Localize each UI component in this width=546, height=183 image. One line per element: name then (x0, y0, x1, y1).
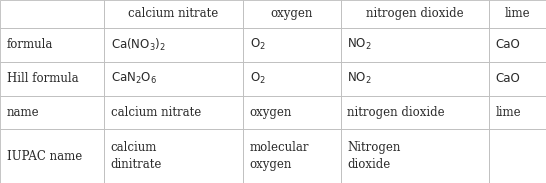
Bar (243, 96, 341, 129)
Text: nitrogen dioxide: nitrogen dioxide (366, 7, 464, 20)
Bar (489, 0, 546, 28)
Text: NO$_2$: NO$_2$ (347, 71, 372, 86)
Bar (243, 28, 341, 62)
Bar (0, 28, 104, 62)
Text: IUPAC name: IUPAC name (7, 150, 82, 163)
Bar (243, 62, 341, 96)
Text: name: name (7, 106, 39, 119)
Text: lime: lime (496, 106, 521, 119)
Text: O$_2$: O$_2$ (250, 37, 265, 52)
Bar (104, 0, 243, 28)
Text: CaO: CaO (496, 38, 520, 51)
Bar (489, 62, 546, 96)
Text: oxygen: oxygen (250, 106, 292, 119)
Bar (104, 96, 243, 129)
Bar (489, 96, 546, 129)
Bar (0, 96, 104, 129)
Text: O$_2$: O$_2$ (250, 71, 265, 86)
Bar (243, 129, 341, 183)
Text: calcium
dinitrate: calcium dinitrate (111, 141, 162, 171)
Text: formula: formula (7, 38, 53, 51)
Bar (0, 62, 104, 96)
Bar (0, 0, 104, 28)
Text: NO$_2$: NO$_2$ (347, 37, 372, 52)
Bar (341, 129, 489, 183)
Bar (243, 0, 341, 28)
Text: Nitrogen
dioxide: Nitrogen dioxide (347, 141, 401, 171)
Bar (341, 96, 489, 129)
Text: lime: lime (505, 7, 530, 20)
Bar (341, 62, 489, 96)
Text: Hill formula: Hill formula (7, 72, 78, 85)
Text: Ca(NO$_3$)$_2$: Ca(NO$_3$)$_2$ (111, 37, 165, 53)
Bar (0, 129, 104, 183)
Bar (489, 129, 546, 183)
Bar (104, 129, 243, 183)
Text: CaN$_2$O$_6$: CaN$_2$O$_6$ (111, 71, 157, 86)
Text: nitrogen dioxide: nitrogen dioxide (347, 106, 445, 119)
Text: molecular
oxygen: molecular oxygen (250, 141, 309, 171)
Bar (341, 28, 489, 62)
Bar (104, 62, 243, 96)
Bar (489, 28, 546, 62)
Text: calcium nitrate: calcium nitrate (128, 7, 219, 20)
Bar (104, 28, 243, 62)
Text: calcium nitrate: calcium nitrate (111, 106, 201, 119)
Text: CaO: CaO (496, 72, 520, 85)
Bar (341, 0, 489, 28)
Text: oxygen: oxygen (271, 7, 313, 20)
